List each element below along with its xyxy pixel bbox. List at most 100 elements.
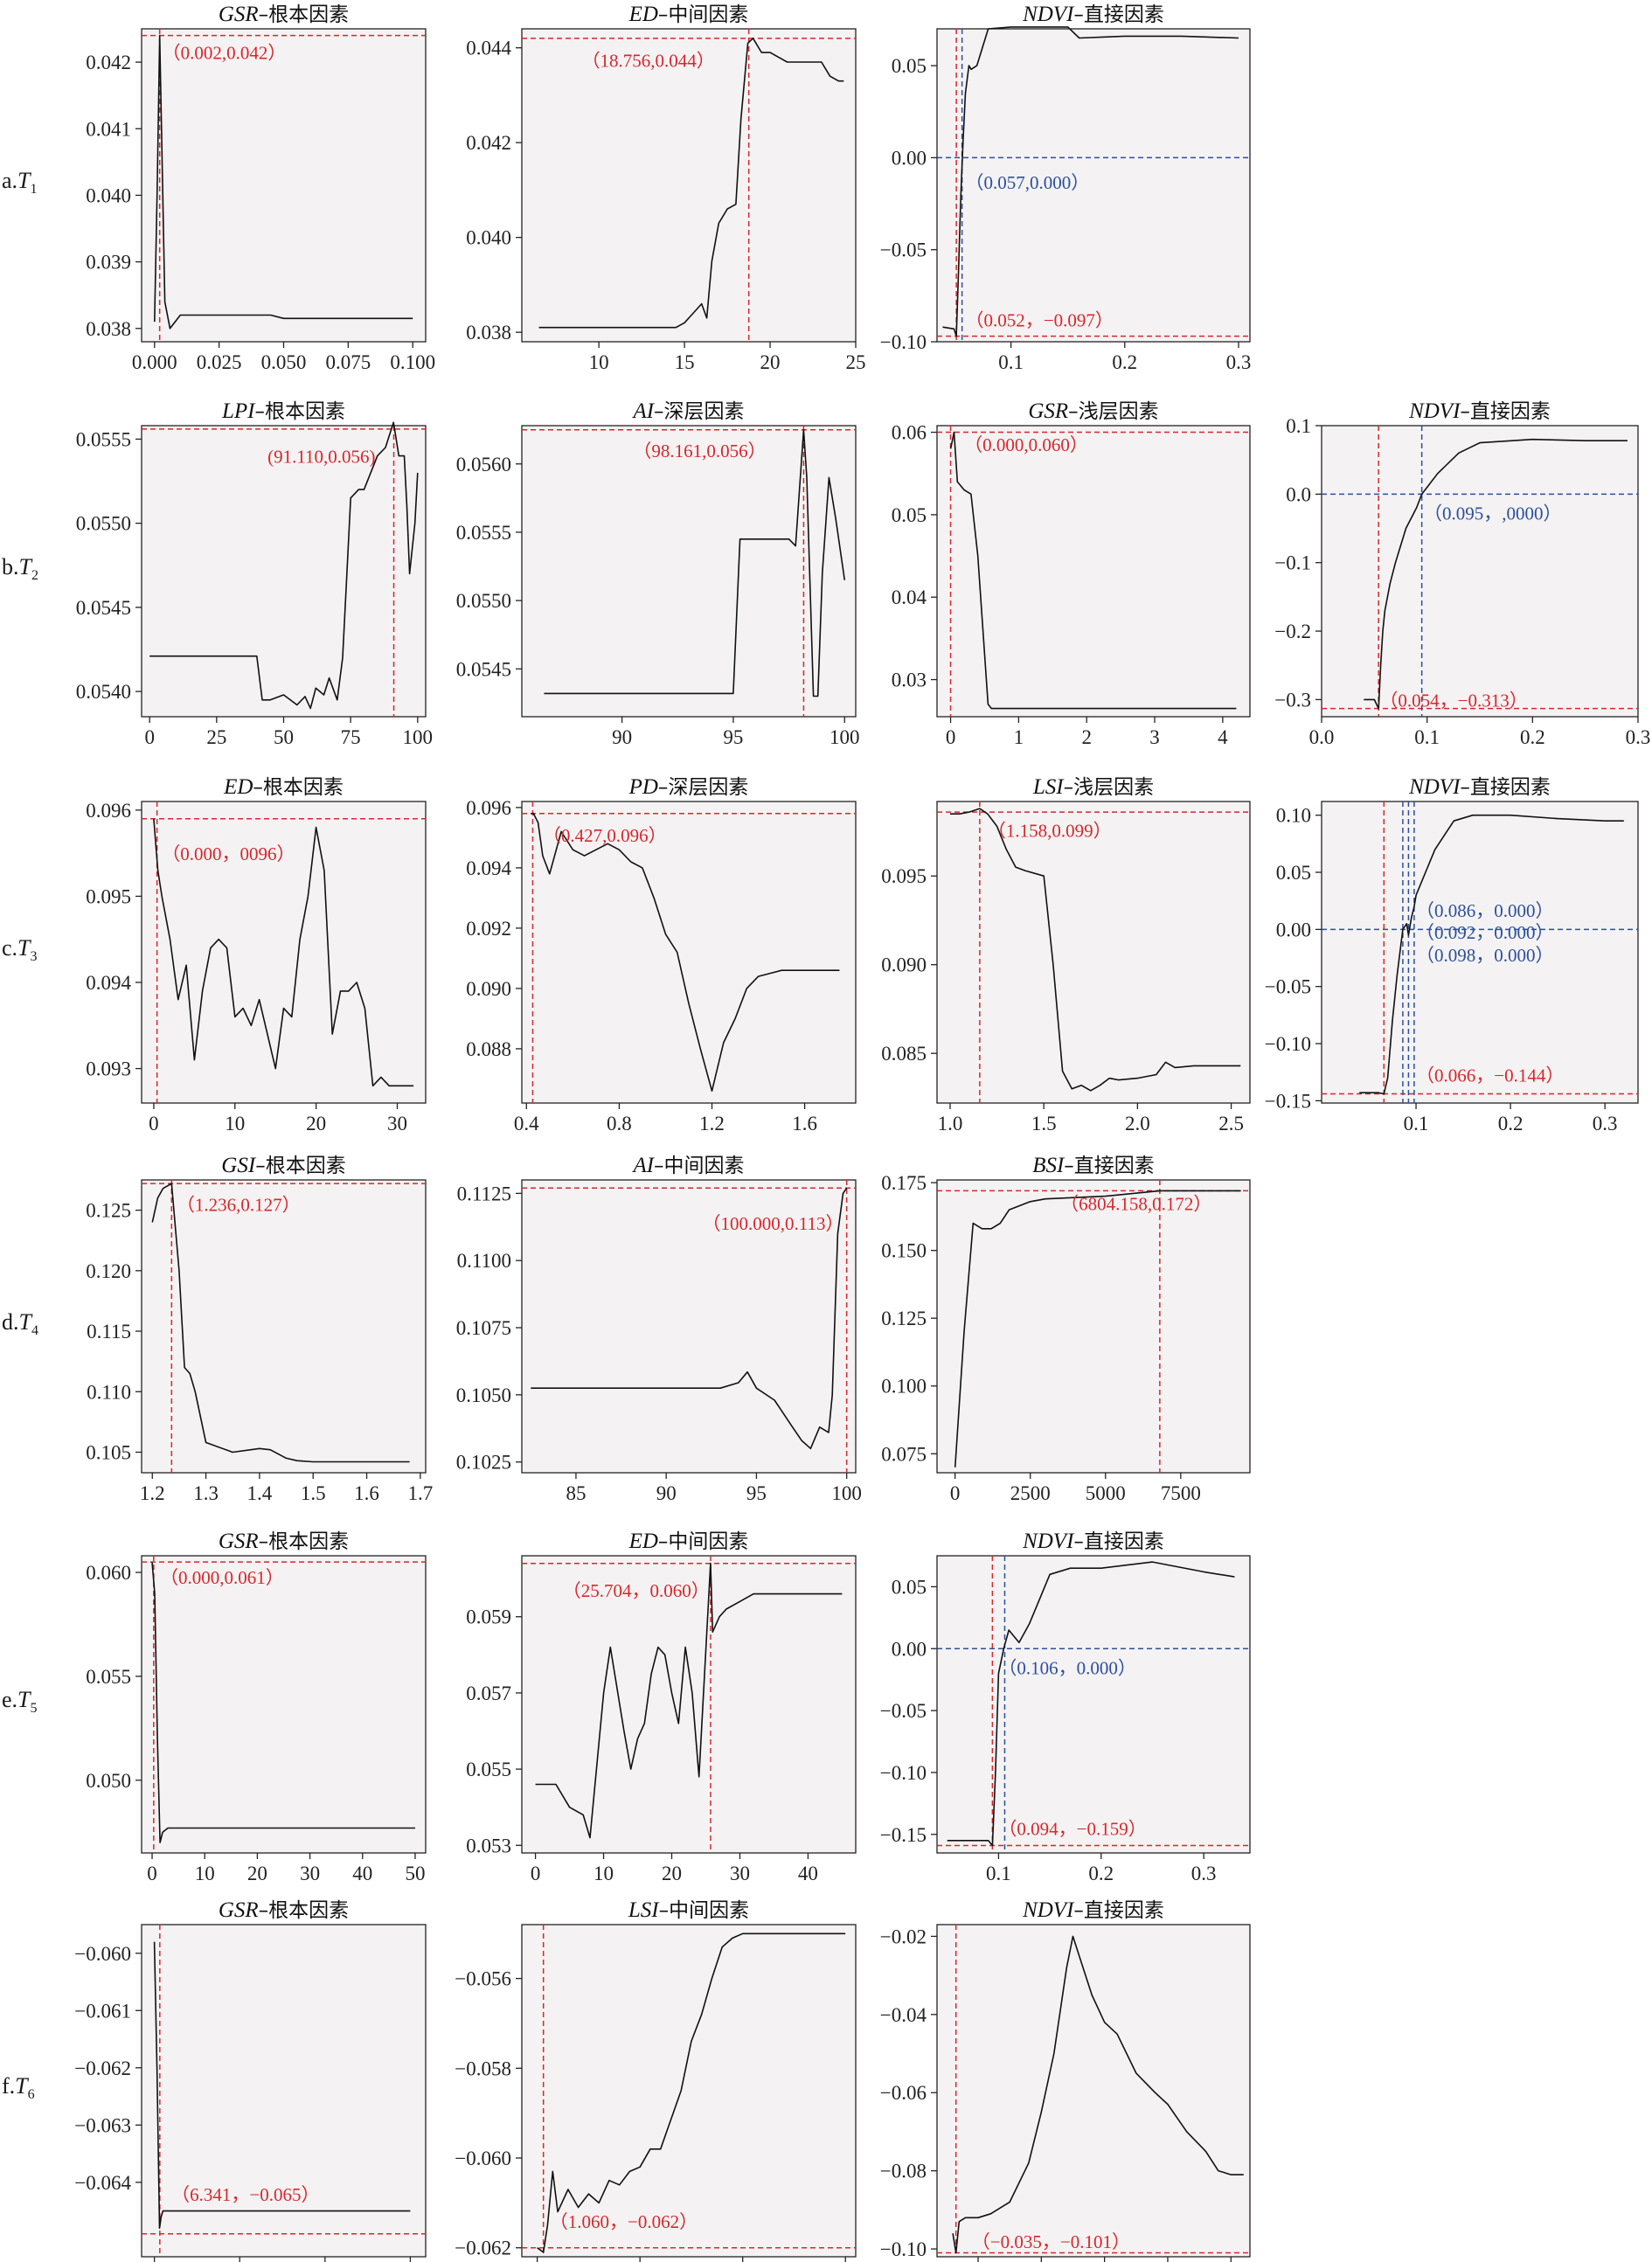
plot-area — [936, 1924, 1251, 2258]
chart-panel: ED–中间因素 0 10 20 30 40 0.053 0.055 0.057 0.059 （25.… — [466, 1530, 857, 1884]
chart-panel: NDVI–直接因素 0.0 0.1 0.2 0.3 −0.3 −0.2 −0.1 0.0 0.1 （… — [1274, 399, 1650, 748]
x-tick-label: 100 — [831, 1482, 862, 1504]
panel-title-role: –直接因素 — [1073, 3, 1164, 26]
panel-title: ED–中间因素 — [628, 1530, 749, 1553]
y-tick-label: 0.105 — [86, 1441, 131, 1463]
point-annotation: （0.094，−0.159） — [998, 1819, 1146, 1840]
x-tick-label: 85 — [566, 1482, 586, 1504]
y-tick-label: 0.040 — [86, 184, 131, 206]
panel-title: GSR–根本因素 — [219, 1530, 349, 1553]
panel-title-role: –中间因素 — [654, 1155, 745, 1177]
y-tick-label: 0.1125 — [457, 1183, 511, 1204]
y-tick-label: −0.10 — [880, 2238, 927, 2260]
x-tick-label: 0.1 — [998, 351, 1024, 373]
x-tick-label: 10 — [195, 1863, 215, 1884]
panel-title-variable: LPI — [221, 399, 256, 423]
x-tick-label: 15 — [675, 351, 695, 373]
plot-area — [521, 1179, 857, 1474]
y-tick-label: 0.075 — [881, 1443, 927, 1465]
y-tick-label: 0.088 — [466, 1038, 511, 1060]
chart-panel: GSR–根本因素 0 10 20 30 40 50 0.050 0.055 0.060 （0.000… — [86, 1530, 427, 1884]
x-tick-label: 1.6 — [792, 1113, 817, 1134]
y-tick-label: 0.125 — [86, 1200, 131, 1222]
row-label-prefix: c. — [2, 934, 18, 961]
x-tick-label: 30 — [300, 1863, 320, 1884]
panel-title: AI–深层因素 — [631, 399, 744, 423]
y-tick-label: 0.038 — [86, 318, 131, 340]
series-line — [1359, 814, 1624, 1095]
series-line — [954, 1190, 1241, 1468]
y-tick-label: −0.062 — [455, 2238, 511, 2259]
point-annotation: （1.060，−0.062） — [550, 2211, 698, 2232]
y-tick-label: 0.0545 — [456, 658, 511, 680]
plot-area — [141, 801, 427, 1104]
y-tick-label: −0.2 — [1274, 621, 1311, 642]
series-line — [154, 34, 413, 330]
x-tick-label: 0 — [946, 726, 956, 748]
point-annotation: （0.098，0.000） — [1416, 945, 1554, 966]
x-tick-label: 1.2 — [699, 1113, 725, 1134]
panel-title-variable: GSR — [1028, 399, 1068, 423]
chart-panel: GSR–浅层因素 0 1 2 3 4 0.03 0.04 0.05 0.06 （0.000,0.06… — [892, 399, 1251, 748]
y-tick-label: 0.093 — [86, 1058, 131, 1080]
series-line — [531, 1187, 848, 1450]
plot-area — [521, 28, 857, 343]
panel-title-variable: NDVI — [1408, 775, 1461, 799]
x-tick-label: 90 — [612, 726, 632, 748]
x-tick-label: 0.050 — [261, 351, 307, 373]
point-annotation: （1.236,0.127） — [177, 1195, 301, 1216]
panel-title-role: –直接因素 — [1073, 1530, 1164, 1553]
panel-title: NDVI–直接因素 — [1022, 1898, 1164, 1922]
x-tick-label: 0.0 — [1309, 726, 1335, 748]
x-tick-label: 50 — [274, 726, 294, 748]
chart-panel: ED–根本因素 0 10 20 30 0.093 0.094 0.095 0.096 （0.000… — [86, 775, 427, 1134]
panel-title-role: –深层因素 — [658, 776, 749, 799]
point-annotation: （0.427,0.096） — [543, 825, 667, 846]
row-label: a.T1 — [2, 168, 58, 198]
y-tick-label: 0.03 — [892, 670, 927, 691]
panel-title-variable: AI — [631, 1154, 655, 1177]
y-tick-label: −0.062 — [74, 2057, 131, 2079]
series-line — [537, 1932, 846, 2253]
chart-panel: BSI–直接因素 0 2500 5000 7500 0.075 0.100 0.125 0.15… — [881, 1154, 1251, 1504]
row-label-subscript: 1 — [30, 182, 38, 198]
x-tick-label: 1.5 — [1031, 1113, 1057, 1134]
y-tick-label: −0.08 — [880, 2161, 927, 2182]
y-tick-label: 0.00 — [892, 147, 927, 169]
row-label-subscript: 3 — [30, 948, 38, 964]
panel-title-role: –根本因素 — [259, 1899, 350, 1922]
chart-panel: LPI–根本因素 0 25 50 75 100 0.0540 0.0545 0.0550 0.05… — [76, 399, 433, 748]
y-tick-label: −0.15 — [880, 1824, 927, 1846]
point-annotation: （0.057,0.000） — [966, 172, 1090, 193]
row-label-variable: T — [18, 553, 31, 579]
panel-title: ED–根本因素 — [223, 775, 344, 799]
y-tick-label: 0.055 — [466, 1759, 511, 1780]
y-tick-label: 0.1 — [1286, 415, 1311, 437]
series-line — [149, 421, 419, 710]
x-tick-label: 0.2 — [1520, 726, 1545, 748]
row-label: d.T4 — [2, 1309, 58, 1339]
plot-area — [141, 28, 427, 343]
y-tick-label: −0.060 — [455, 2148, 511, 2169]
point-annotation: （0.086，0.000） — [1416, 900, 1554, 921]
x-tick-label: 50 — [405, 1863, 425, 1884]
panel-title-role: –中间因素 — [658, 1530, 749, 1553]
y-tick-label: 0.038 — [466, 322, 511, 343]
chart-panel: GSR–根本因素 0.000 0.025 0.050 0.075 0.100 0.038 0.… — [86, 3, 435, 373]
panel-title-role: –根本因素 — [259, 1530, 350, 1553]
x-tick-label: 2.5 — [1218, 1113, 1244, 1134]
y-tick-label: −0.061 — [74, 2000, 131, 2022]
x-tick-label: 0 — [531, 1863, 541, 1884]
y-tick-label: −0.10 — [880, 1762, 927, 1784]
series-line — [151, 1562, 415, 1843]
x-tick-label: 5000 — [1086, 1482, 1126, 1504]
series-line — [153, 818, 414, 1087]
panel-title-role: –直接因素 — [1460, 400, 1551, 423]
series-line — [952, 1935, 1244, 2254]
x-tick-label: 30 — [387, 1113, 407, 1134]
panel-title: LSI–中间因素 — [628, 1898, 749, 1922]
x-tick-label: 0.2 — [1498, 1113, 1524, 1134]
panel-title-variable: NDVI — [1408, 399, 1461, 423]
point-annotation: （0.002,0.042） — [163, 43, 287, 64]
